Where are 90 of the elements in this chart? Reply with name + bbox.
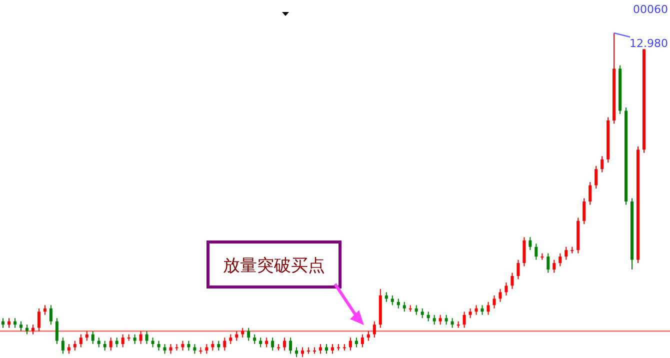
candlestick — [354, 337, 358, 348]
candlestick — [600, 156, 604, 173]
candlestick — [247, 327, 250, 342]
text: 00060 — [633, 3, 668, 16]
candlestick — [462, 311, 466, 328]
candlestick — [25, 324, 28, 335]
candlestick — [229, 334, 232, 345]
candlestick — [7, 318, 10, 328]
candlestick — [432, 314, 436, 326]
candlestick — [115, 337, 118, 348]
candlestick — [265, 337, 268, 348]
candlestick — [372, 320, 376, 338]
candlestick — [594, 165, 598, 190]
candlestick — [151, 337, 154, 348]
candlestick — [330, 344, 334, 354]
candlestick — [271, 337, 274, 352]
candlestick — [360, 334, 364, 348]
candlestick — [145, 330, 148, 345]
candlestick — [420, 308, 424, 319]
candlestick — [223, 337, 226, 352]
candlestick — [510, 272, 514, 290]
candlestick — [13, 318, 16, 328]
candlestick — [241, 327, 244, 338]
candlestick — [85, 330, 88, 342]
candlestick — [49, 304, 52, 326]
candlestick — [480, 304, 484, 316]
annotation: 放量突破买点 — [223, 256, 325, 275]
candlestick — [193, 344, 196, 354]
candlestick — [324, 344, 328, 354]
candlestick — [163, 344, 166, 354]
candlestick — [522, 236, 526, 267]
candlestick — [498, 288, 502, 302]
candlestick — [139, 330, 142, 345]
candlestick — [438, 314, 442, 326]
candlestick — [384, 292, 388, 302]
candlestick — [528, 236, 532, 251]
candlestick — [468, 308, 472, 319]
candlestick — [19, 320, 22, 332]
candlestick — [103, 340, 106, 352]
candlestick — [91, 330, 94, 345]
candlestick — [582, 198, 586, 225]
candlestick — [169, 344, 172, 354]
candlestick — [283, 337, 286, 352]
candlestick — [211, 340, 214, 352]
candlestick — [2, 318, 4, 328]
candlestick — [588, 182, 592, 206]
candlestick — [516, 259, 520, 280]
candlestick — [259, 337, 262, 348]
candlestick — [414, 304, 418, 316]
candlestick — [504, 282, 508, 296]
candlestick — [396, 298, 400, 309]
candlestick — [552, 259, 556, 274]
candlestick — [181, 340, 184, 352]
candlestick — [235, 330, 238, 342]
candlestick — [564, 246, 568, 260]
candlestick — [426, 311, 430, 322]
candlestick — [253, 334, 256, 345]
candlestick — [121, 334, 124, 348]
candlestick — [348, 337, 352, 352]
candlestick — [133, 334, 136, 345]
candlestick — [534, 243, 538, 260]
candlestick — [444, 314, 448, 326]
candlestick — [402, 301, 406, 312]
candlestick — [486, 301, 490, 316]
candlestick — [546, 252, 550, 274]
candlestick — [109, 337, 112, 352]
candlestick — [295, 346, 298, 358]
candlestick — [319, 344, 322, 354]
candlestick — [187, 340, 190, 352]
annotation: 12.980 — [630, 37, 668, 50]
candlestick — [61, 337, 64, 354]
candlestick — [366, 330, 370, 342]
candlestick — [55, 318, 58, 345]
candlestick — [31, 324, 34, 335]
candlestick — [205, 344, 208, 354]
candlestick — [67, 344, 70, 354]
candlestick — [37, 308, 40, 332]
candlestick — [474, 304, 478, 316]
candlestick — [301, 346, 304, 358]
candlestick — [97, 337, 100, 348]
candlestick — [157, 340, 160, 352]
candlestick — [73, 340, 76, 352]
candlestick — [289, 337, 292, 354]
candlestick — [79, 334, 82, 348]
candlestick — [492, 294, 496, 309]
candlestick — [43, 304, 46, 316]
candlestick — [558, 252, 562, 267]
candlestick — [217, 340, 220, 352]
candlestick — [390, 294, 394, 306]
candlestick — [450, 318, 454, 328]
